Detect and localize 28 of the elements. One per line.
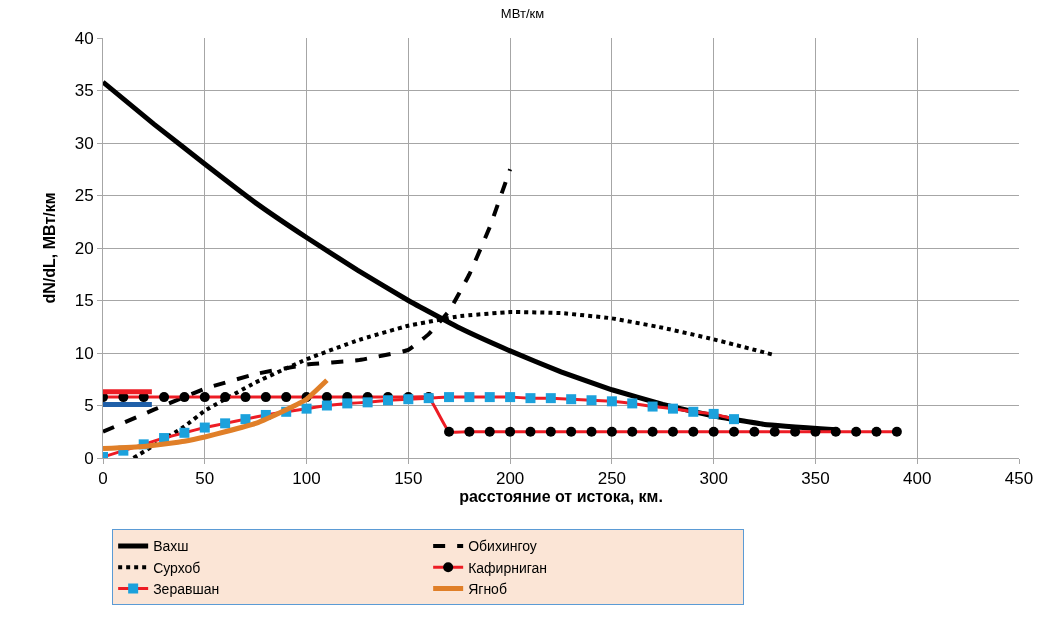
x-tick-label: 100 [292, 469, 321, 489]
x-tick-label: 200 [495, 469, 525, 489]
x-tick-label: 450 [1004, 469, 1034, 489]
x-tick-label: 50 [195, 469, 215, 489]
legend-label: Сурхоб [153, 559, 201, 576]
legend-label: Обихингоу [468, 538, 537, 555]
legend-label: Ягноб [468, 580, 507, 597]
x-tick-label: 350 [801, 469, 830, 489]
chart-title: МВт/км [500, 6, 545, 22]
y-tick-label: 5 [84, 396, 94, 416]
x-tick-label: 400 [903, 469, 932, 489]
x-axis-title: расстояние от истока, км. [459, 488, 663, 506]
y-tick-label: 0 [84, 448, 94, 468]
x-tick-label: 0 [98, 469, 108, 489]
x-tick-label: 250 [597, 469, 627, 489]
y-tick-label: 35 [74, 81, 94, 101]
x-tick-label: 300 [699, 469, 728, 489]
y-tick-label: 15 [74, 291, 94, 311]
y-tick-label: 10 [74, 343, 94, 363]
legend-label: Вахш [153, 538, 189, 555]
y-tick-label: 30 [74, 133, 94, 153]
legend-label: Зеравшан [153, 580, 220, 597]
x-tick-label: 150 [394, 469, 423, 489]
y-tick-label: 20 [74, 238, 94, 258]
legend-label: Кафирниган [468, 559, 548, 576]
y-tick-label: 40 [74, 28, 94, 48]
y-tick-label: 25 [74, 186, 94, 206]
y-axis-title: dN/dL, МВт/км [40, 192, 58, 304]
